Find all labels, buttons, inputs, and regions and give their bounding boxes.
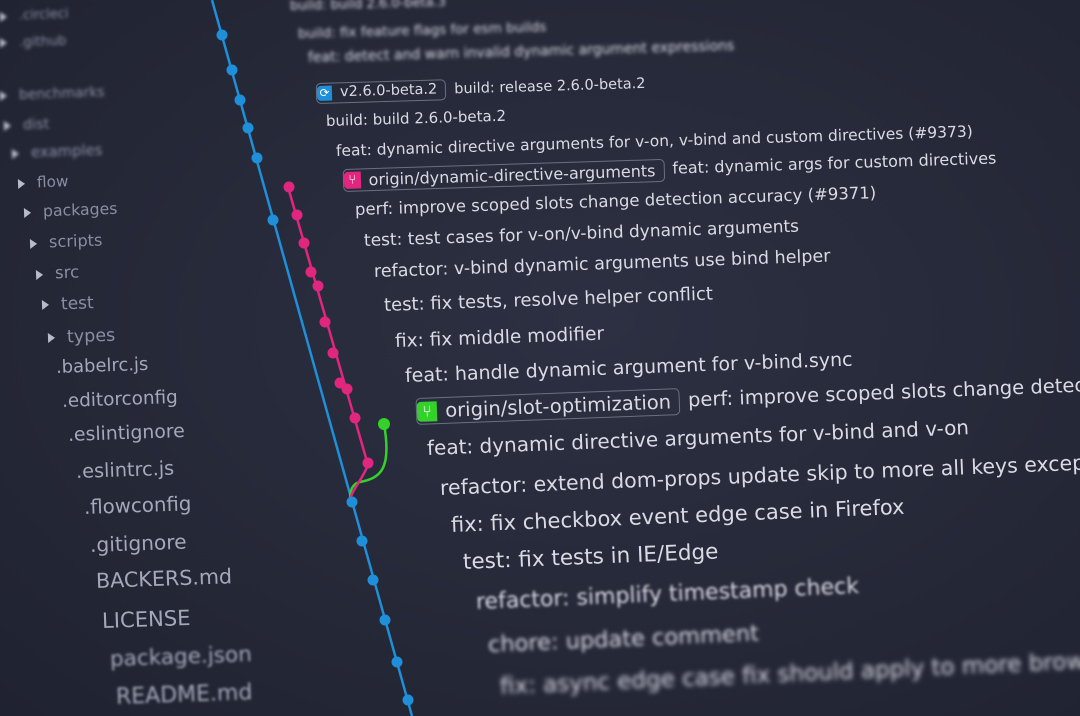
commit-dot (341, 383, 353, 395)
sidebar-item[interactable]: .circleci (0, 7, 69, 24)
commit-dot (216, 29, 228, 41)
ref-label: v2.6.0-beta.2 (339, 81, 438, 101)
sidebar-item[interactable]: flow (17, 172, 69, 193)
file-name: packages (42, 198, 118, 221)
file-name: dist (22, 116, 50, 134)
sidebar-item[interactable]: .eslintignore (68, 421, 185, 446)
expand-arrow-icon[interactable] (17, 178, 26, 189)
file-name: BACKERS.md (95, 563, 233, 593)
sidebar-item[interactable]: examples (11, 141, 103, 161)
file-name: src (54, 262, 80, 283)
commit-dot (251, 152, 263, 164)
commit-dot (305, 266, 317, 278)
sidebar-item[interactable]: src (35, 262, 80, 283)
commit-dot (402, 694, 414, 706)
ref-badge[interactable]: ⟳ v2.6.0-beta.2 (315, 79, 447, 104)
file-name: LICENSE (101, 605, 191, 634)
commit-dot (346, 496, 358, 508)
sidebar-item[interactable]: scripts (29, 230, 103, 252)
commit-dot (327, 347, 339, 359)
expand-arrow-icon[interactable] (0, 37, 8, 48)
file-name: .circleci (18, 6, 69, 24)
expand-arrow-icon[interactable] (0, 11, 8, 22)
sidebar-item[interactable]: BACKERS.md (96, 564, 233, 593)
file-name: types (66, 325, 116, 348)
expand-arrow-icon[interactable] (47, 332, 56, 343)
sidebar-item[interactable]: .editorconfig (62, 387, 179, 412)
branch-icon: ⑂ (343, 171, 361, 189)
commit-dot (267, 214, 279, 226)
sidebar-item[interactable]: LICENSE (102, 605, 191, 633)
commit-message: build: release 2.6.0-beta.2 (454, 75, 646, 98)
commit-dot (349, 412, 361, 424)
sidebar-item[interactable]: types (47, 325, 116, 348)
expand-arrow-icon[interactable] (29, 237, 38, 249)
sidebar-item[interactable]: dist (3, 116, 50, 134)
file-name: flow (36, 172, 69, 192)
commit-dot (356, 535, 368, 547)
expand-arrow-icon[interactable] (23, 207, 32, 218)
sidebar-item[interactable]: test (41, 293, 95, 315)
commit-dot (362, 457, 374, 469)
commit-dot (234, 94, 246, 106)
file-name: examples (30, 141, 103, 161)
commit-dot (312, 280, 324, 292)
expand-arrow-icon[interactable] (41, 299, 50, 311)
main-branch-line (210, 0, 414, 716)
sidebar-item[interactable]: README.md (116, 680, 253, 710)
sidebar-item[interactable]: .babelrc.js (56, 354, 149, 378)
commit-dot (242, 122, 254, 134)
tag-icon: ⟳ (316, 85, 333, 101)
commit-dot (367, 574, 379, 586)
sidebar-item[interactable]: packages (23, 198, 118, 221)
file-name: package.json (109, 641, 253, 672)
commit-dot (291, 209, 303, 221)
file-name: test (60, 293, 95, 315)
file-name: benchmarks (18, 84, 105, 104)
sidebar-item[interactable]: .gitignore (90, 529, 187, 556)
file-name: .gitignore (89, 529, 187, 557)
commit-dot (226, 64, 238, 76)
file-name: scripts (48, 230, 103, 252)
expand-arrow-icon[interactable] (35, 269, 44, 280)
commit-dot (379, 614, 391, 626)
expand-arrow-icon[interactable] (0, 91, 8, 102)
file-name: .babelrc.js (55, 354, 149, 379)
file-name: .editorconfig (61, 387, 179, 413)
sidebar-item[interactable]: .eslintrc.js (76, 457, 175, 483)
expand-arrow-icon[interactable] (11, 148, 20, 159)
file-name: README.md (115, 679, 253, 710)
sidebar-item[interactable]: .flowconfig (84, 492, 192, 519)
expand-arrow-icon[interactable] (3, 120, 12, 131)
commit-dot (319, 316, 331, 328)
commit-dot (298, 237, 310, 249)
commit-dot (283, 181, 295, 193)
commit-dot (391, 656, 403, 668)
sidebar-item[interactable]: package.json (110, 642, 253, 672)
branch-icon: ⑂ (416, 401, 438, 423)
merge-line (348, 464, 370, 501)
file-name: .github (18, 33, 67, 50)
file-name: .eslintrc.js (75, 457, 175, 484)
file-name: .eslintignore (67, 420, 186, 446)
file-name: .flowconfig (83, 492, 192, 520)
commit-dot (378, 418, 390, 430)
sidebar-item[interactable]: .github (0, 33, 67, 50)
